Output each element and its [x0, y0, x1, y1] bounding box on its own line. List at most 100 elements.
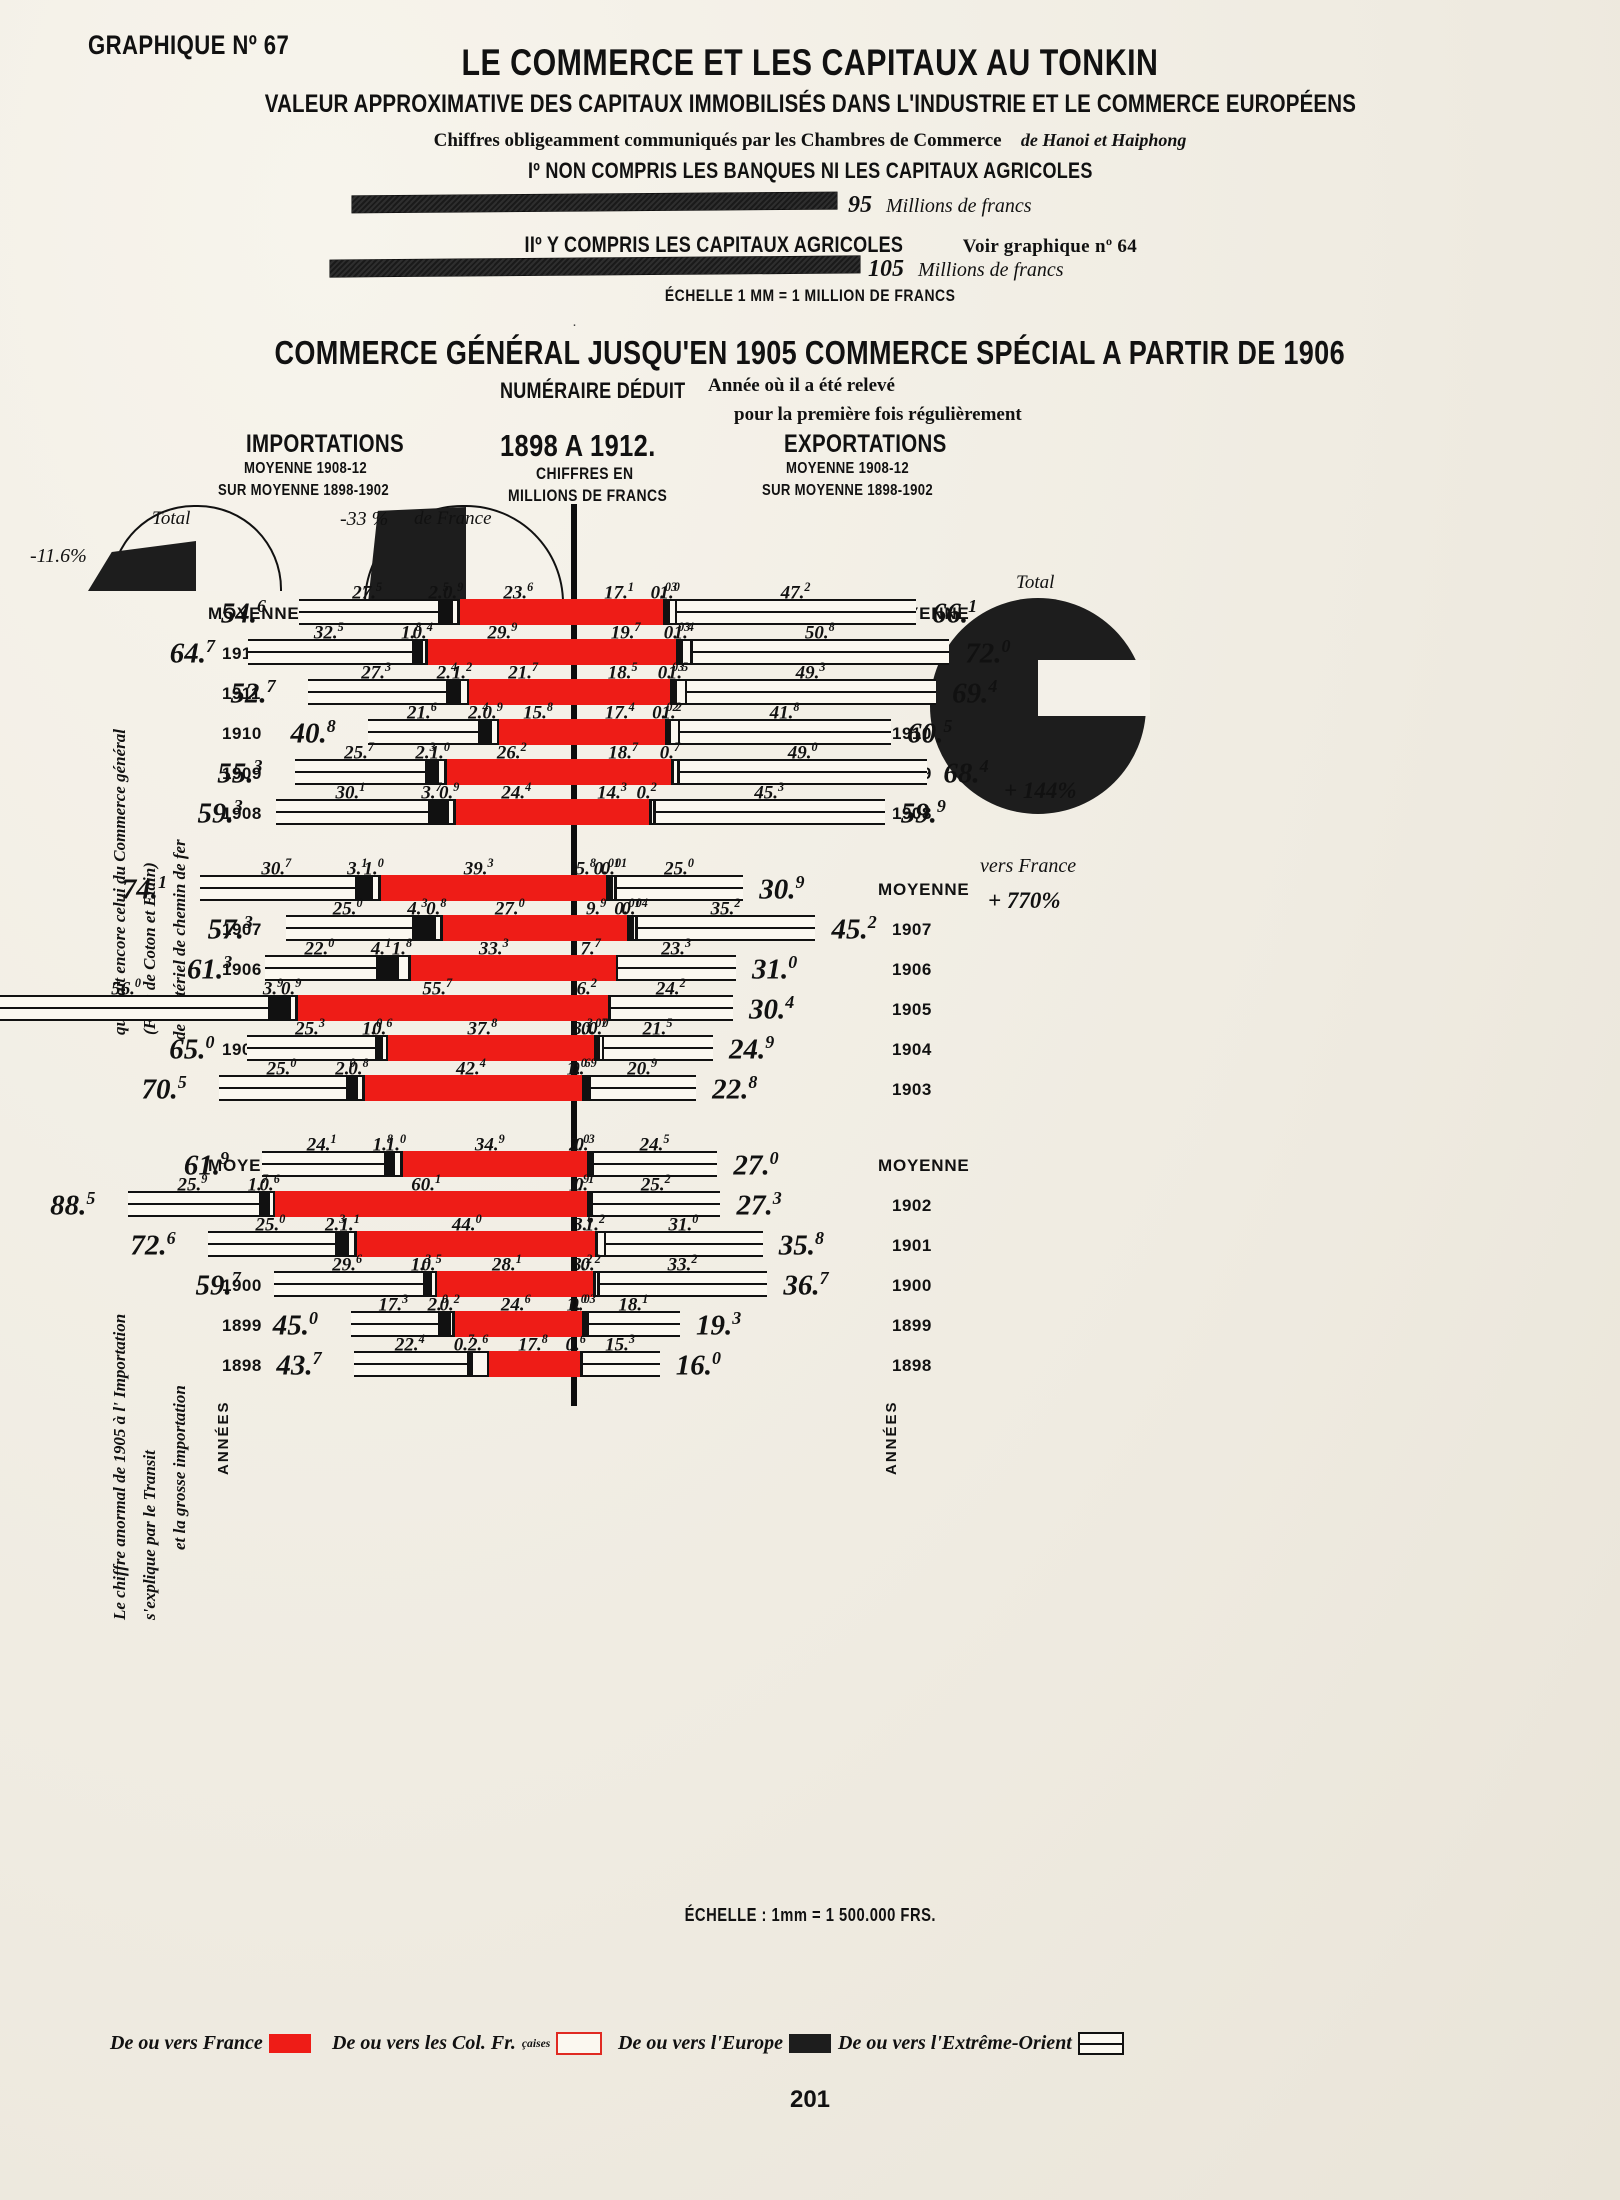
segment-divider: [422, 1271, 426, 1297]
export-total: 72.0: [965, 636, 1011, 670]
export-segment-value: 45.3: [754, 780, 785, 804]
export-segment-europe: [584, 1075, 589, 1101]
import-segment-france: [437, 1271, 579, 1297]
export-segment-extreme-orient: [610, 995, 733, 1021]
row-year-label-right: 1905: [892, 1000, 932, 1019]
segment-divider: [674, 599, 678, 625]
page-title-text: LE COMMERCE ET LES CAPITAUX AU TONKIN: [461, 42, 1159, 83]
segment-divider: [440, 915, 443, 941]
export-segment-europe: [596, 1035, 598, 1061]
import-bar: [285, 915, 579, 941]
segment-divider: [597, 1271, 600, 1297]
import-segment-value: 27.5: [352, 580, 383, 604]
import-segment-value: 25.0: [255, 1212, 286, 1236]
import-segment-france: [388, 1035, 579, 1061]
segment-divider: [582, 1075, 585, 1101]
segment-divider: [626, 915, 630, 941]
chart-row: 1901190125.02.31.144.072.63.61.231.035.8: [0, 1212, 1620, 1264]
export-bar: [577, 799, 885, 825]
import-france-pct: -33 %: [340, 508, 389, 530]
import-segment-europe: [448, 679, 461, 705]
capital-value-2: 105 Millions de francs: [868, 256, 1064, 283]
export-segment-value: 1.0: [566, 1056, 587, 1080]
segment-divider: [452, 1311, 455, 1337]
segment-divider: [663, 599, 666, 625]
segment-divider: [670, 679, 673, 705]
export-segment-extreme-orient: [655, 799, 885, 825]
export-segment-europe: [589, 1191, 591, 1217]
export-bar: [577, 995, 733, 1021]
segment-divider: [295, 995, 298, 1021]
row-year-label-right: 1901: [892, 1236, 932, 1255]
export-segment-europe: [589, 1151, 592, 1177]
segment-divider: [496, 719, 500, 745]
row-year-label-right: 1899: [892, 1316, 932, 1335]
segment-divider: [446, 679, 449, 705]
import-segment-value: 25.9: [177, 1172, 208, 1196]
export-segment-value: 7.7: [580, 936, 601, 960]
import-total: 61.9: [183, 1148, 230, 1182]
import-segment-france: [410, 955, 579, 981]
import-segment-value: 21.6: [407, 700, 437, 724]
segment-divider: [438, 1311, 441, 1337]
import-segment-france: [489, 1351, 579, 1377]
legend-swatch-france: [268, 2034, 311, 2053]
segment-divider: [608, 995, 611, 1021]
import-segment-extreme-orient: [275, 799, 428, 825]
import-segment-value: 29.6: [332, 1252, 363, 1276]
import-segment-value: 0.9: [443, 580, 464, 604]
import-segment-value: 0.2: [439, 1292, 460, 1316]
export-segment-colonies-fr: [651, 799, 654, 825]
scale-note-bars: ÉCHELLE : 1mm = 1 500.000 FRS.: [0, 1905, 1620, 1926]
import-segment-europe: [377, 1035, 383, 1061]
segment-divider: [362, 1075, 365, 1101]
import-segment-value: 24.6: [500, 1292, 531, 1316]
import-segment-colonies-fr: [372, 875, 378, 901]
export-segment-extreme-orient: [618, 955, 737, 981]
import-segment-value: 23.6: [503, 580, 534, 604]
segment-divider: [272, 1191, 276, 1217]
row-year-label-right: 1910: [892, 724, 932, 743]
segment-divider: [437, 599, 441, 625]
export-segment-value: 3.2: [572, 1252, 593, 1276]
row-year-label-left: 1898: [222, 1356, 262, 1375]
export-segment-value: 2.0: [569, 1132, 590, 1156]
import-segment-extreme-orient: [354, 1351, 468, 1377]
export-bar: [577, 1351, 660, 1377]
import-total: 59.7: [195, 1268, 241, 1302]
export-segment-value: 0.1: [573, 1172, 595, 1196]
export-segment-value: 18.7: [608, 740, 639, 764]
export-segment-france: [577, 1191, 587, 1217]
segment-divider: [334, 1231, 338, 1257]
export-segment-colonies-fr: [600, 1035, 602, 1061]
import-segment-europe: [386, 1151, 396, 1177]
import-segment-france: [442, 915, 579, 941]
row-year-label-left: 1911: [222, 684, 261, 703]
segment-divider: [591, 1151, 594, 1177]
import-segment-value: 1.0: [362, 1016, 383, 1040]
import-segment-europe: [430, 799, 449, 825]
export-segment-value: 3.3: [572, 1016, 593, 1040]
export-total-pct: + 144%: [1004, 778, 1077, 803]
import-segment-extreme-orient: [298, 599, 438, 625]
exports-sub-1: MOYENNE 1908-12: [786, 460, 910, 477]
segment-divider: [653, 799, 656, 825]
export-segment-france: [577, 1075, 583, 1101]
export-segment-extreme-orient: [680, 719, 892, 745]
segment-divider: [354, 1231, 357, 1257]
export-total: 27.3: [736, 1188, 782, 1222]
segment-divider: [649, 799, 652, 825]
import-total: 70.5: [141, 1072, 187, 1106]
numeraire-note: NUMÉRAIRE DÉDUIT: [500, 378, 686, 403]
export-bar: [577, 1311, 681, 1337]
exports-heading: EXPORTATIONS: [784, 430, 947, 458]
import-segment-extreme-orient: [285, 915, 412, 941]
import-segment-value: 0.6: [259, 1172, 280, 1196]
import-bar: [368, 719, 579, 745]
import-segment-value: 22.4: [394, 1332, 425, 1356]
figure-number: GRAPHIQUE Nº 67: [88, 30, 290, 60]
capital-value-1-unit: Millions de francs: [886, 195, 1032, 217]
import-segment-value: 1.8: [391, 936, 413, 960]
export-segment-value: 1.0: [659, 580, 680, 604]
segment-divider: [383, 1151, 387, 1177]
